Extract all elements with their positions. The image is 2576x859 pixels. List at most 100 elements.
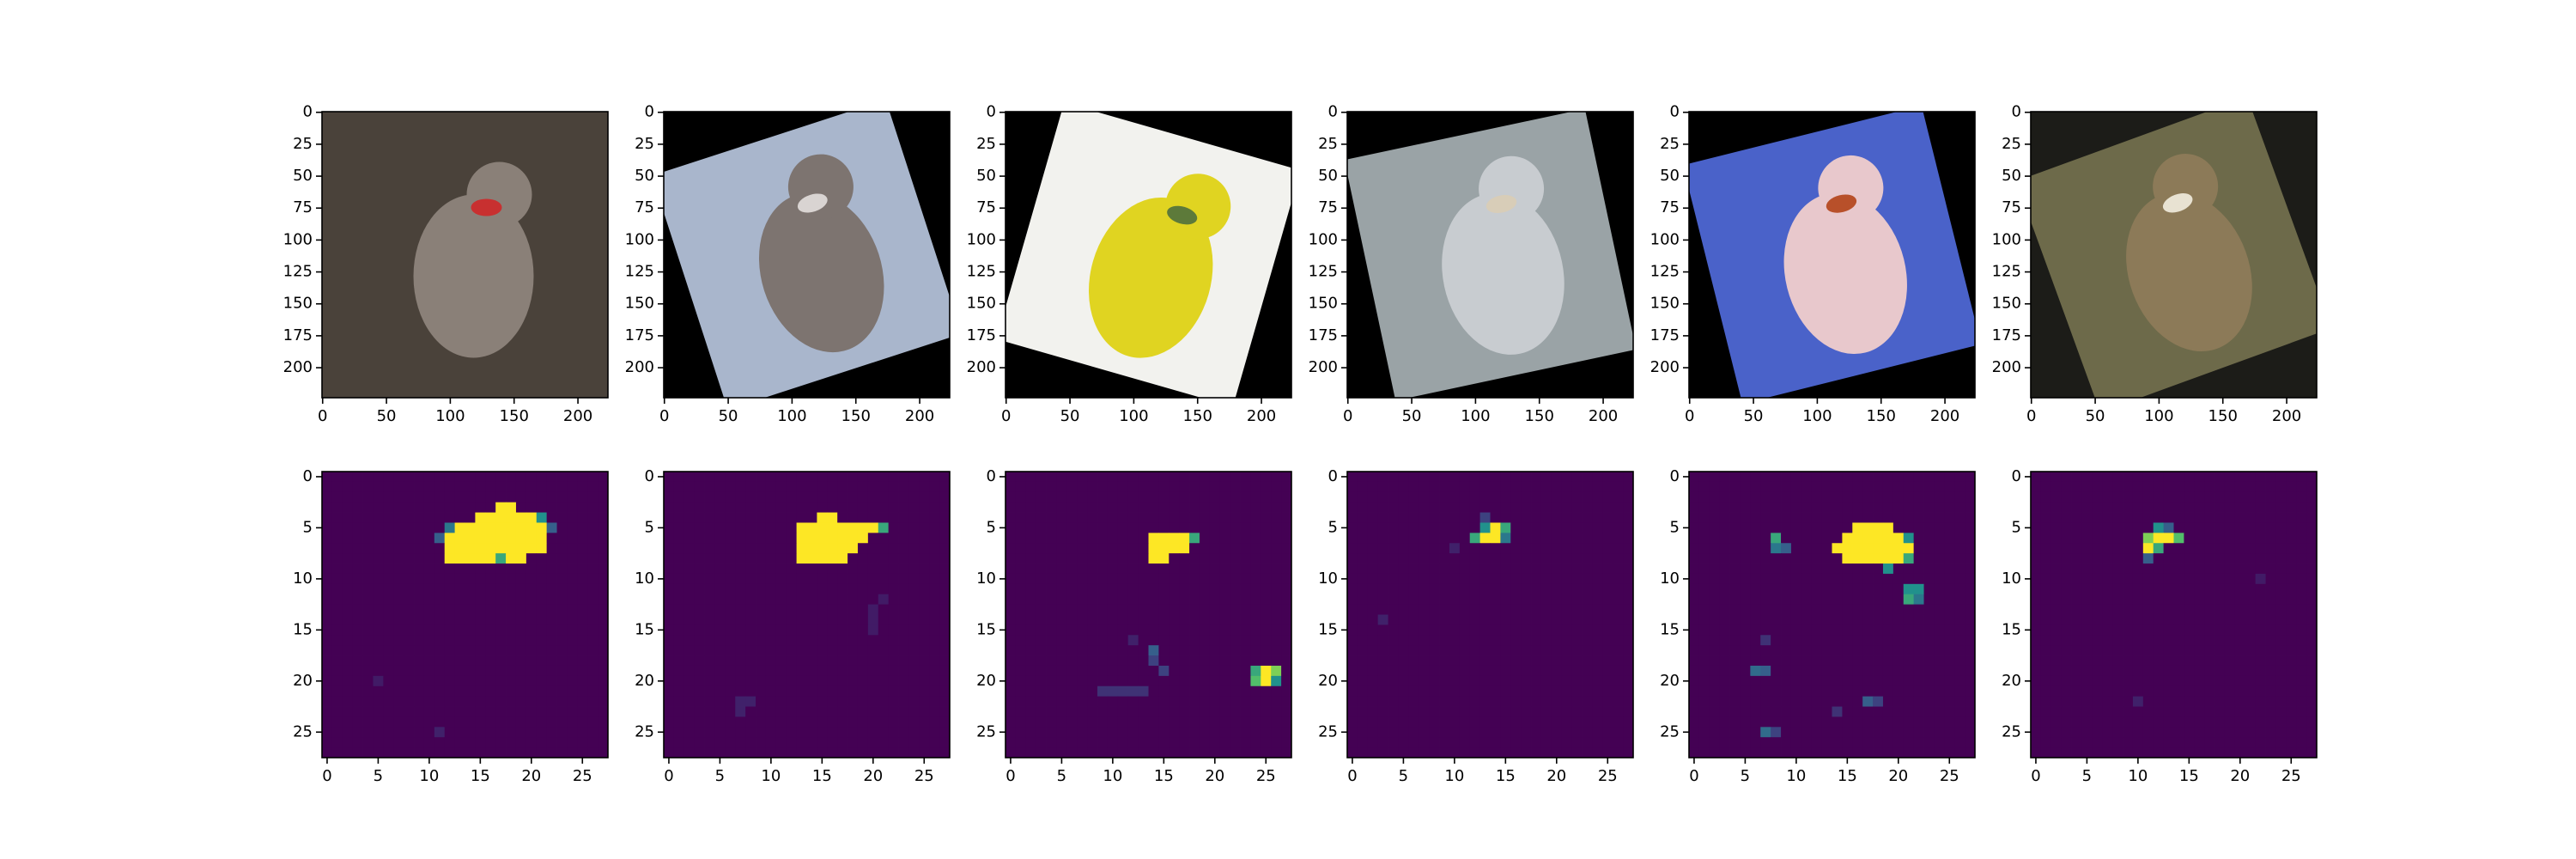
heatmap-cell xyxy=(2306,543,2317,554)
heatmap-cell xyxy=(2286,533,2297,544)
heatmap-cell xyxy=(2050,594,2063,606)
heatmap-cell xyxy=(1209,583,1221,595)
heatmap-cell xyxy=(1781,645,1792,656)
heatmap-cell xyxy=(725,512,736,523)
heatmap-cell xyxy=(2245,675,2257,687)
heatmap-cell xyxy=(352,645,363,656)
heatmap-cell xyxy=(827,645,838,656)
heatmap-cell xyxy=(598,543,608,554)
heatmap-cell xyxy=(2245,706,2257,717)
heatmap-cell xyxy=(1811,543,1823,554)
heatmap-cell xyxy=(919,533,930,544)
heatmap-cell xyxy=(1087,675,1098,687)
heatmap-cell xyxy=(683,665,696,677)
heatmap-cell xyxy=(786,491,798,503)
heatmap-cell xyxy=(2031,675,2042,687)
heatmap-cell xyxy=(1965,675,1975,687)
heatmap-cell xyxy=(2215,564,2226,575)
heatmap-cell xyxy=(515,543,527,554)
heatmap-cell xyxy=(694,655,705,667)
heatmap-cell xyxy=(2142,706,2154,717)
heatmap-cell xyxy=(373,512,384,523)
heatmap-cell xyxy=(837,502,848,513)
heatmap-cell xyxy=(867,481,879,493)
heatmap-cell xyxy=(1419,737,1430,748)
heatmap-cell xyxy=(2173,665,2184,677)
heatmap-cell xyxy=(2224,553,2236,564)
heatmap-cell xyxy=(1698,512,1710,523)
heatmap-cell xyxy=(536,543,548,554)
heatmap-cell xyxy=(1934,491,1945,503)
heatmap-cell xyxy=(1189,481,1200,493)
heatmap-cell xyxy=(1036,604,1047,615)
heatmap-cell xyxy=(1046,665,1057,677)
heatmap-cell xyxy=(1698,522,1710,533)
heatmap-cell xyxy=(1107,655,1119,667)
heatmap-cell xyxy=(2215,604,2226,615)
heatmap-cell xyxy=(1377,645,1388,656)
heatmap-cell xyxy=(1862,594,1874,606)
heatmap-cell xyxy=(2071,614,2082,625)
heatmap-cell xyxy=(908,655,920,667)
heatmap-cell xyxy=(1429,747,1440,758)
heatmap-cell xyxy=(546,573,557,585)
heatmap-cell xyxy=(1954,564,1965,575)
x-tick-label: 100 xyxy=(1119,407,1148,425)
heatmap-cell xyxy=(919,716,930,728)
heatmap-cell xyxy=(2173,706,2184,717)
heatmap-cell xyxy=(2286,564,2297,575)
heatmap-cell xyxy=(362,624,374,636)
bird-detail xyxy=(797,193,828,213)
heatmap-cell xyxy=(1281,696,1291,707)
heatmap-cell xyxy=(454,685,465,698)
heatmap-cell xyxy=(1066,685,1078,698)
heatmap-cell xyxy=(1602,512,1613,523)
heatmap-cell xyxy=(1842,685,1853,698)
heatmap-cell xyxy=(714,635,726,646)
heatmap-cell xyxy=(2132,727,2144,738)
heatmap-cell xyxy=(454,522,465,533)
heatmap-cell xyxy=(2061,491,2072,503)
heatmap-cell xyxy=(1500,553,1511,564)
heatmap-cell xyxy=(2204,481,2215,493)
heatmap-cell xyxy=(1158,594,1170,606)
heatmap-cell xyxy=(2123,472,2134,483)
heatmap-cell xyxy=(587,543,598,554)
heatmap-cell xyxy=(1419,665,1430,677)
heatmap-cell xyxy=(745,624,756,636)
heatmap-cell xyxy=(2215,624,2226,636)
heatmap-cell xyxy=(2245,472,2257,483)
heatmap-cell xyxy=(1367,685,1379,698)
heatmap-cell xyxy=(1551,553,1563,564)
heatmap-cell xyxy=(664,624,675,636)
heatmap-cell xyxy=(1801,573,1813,585)
heatmap-cell xyxy=(1449,716,1461,728)
heatmap-cell xyxy=(383,533,394,544)
x-tick-label: 5 xyxy=(374,767,383,785)
y-tick-label: 175 xyxy=(625,326,654,344)
y-tick-label: 15 xyxy=(1660,620,1680,638)
heatmap-cell xyxy=(1398,512,1409,523)
heatmap-cell xyxy=(1439,614,1450,625)
y-tick-label: 50 xyxy=(2002,167,2021,185)
heatmap-cell xyxy=(342,655,354,667)
heatmap-cell xyxy=(1419,727,1430,738)
heatmap-cell xyxy=(1117,472,1129,483)
heatmap-cell xyxy=(1439,543,1450,554)
heatmap-cell xyxy=(756,543,767,554)
heatmap-cell xyxy=(465,614,476,625)
heatmap-cell xyxy=(2224,716,2236,728)
heatmap-cell xyxy=(1281,655,1291,667)
heatmap-cell xyxy=(1158,624,1170,636)
heatmap-cell xyxy=(888,665,899,677)
heatmap-cell xyxy=(878,675,890,687)
heatmap-cell xyxy=(683,614,696,625)
heatmap-cell xyxy=(1117,747,1129,758)
heatmap-cell xyxy=(1179,583,1190,595)
heatmap-cell xyxy=(1852,491,1863,503)
heatmap-cell xyxy=(919,604,930,615)
heatmap-cell xyxy=(1261,675,1272,687)
heatmap-cell xyxy=(1219,747,1231,758)
heatmap-cell xyxy=(1954,716,1965,728)
